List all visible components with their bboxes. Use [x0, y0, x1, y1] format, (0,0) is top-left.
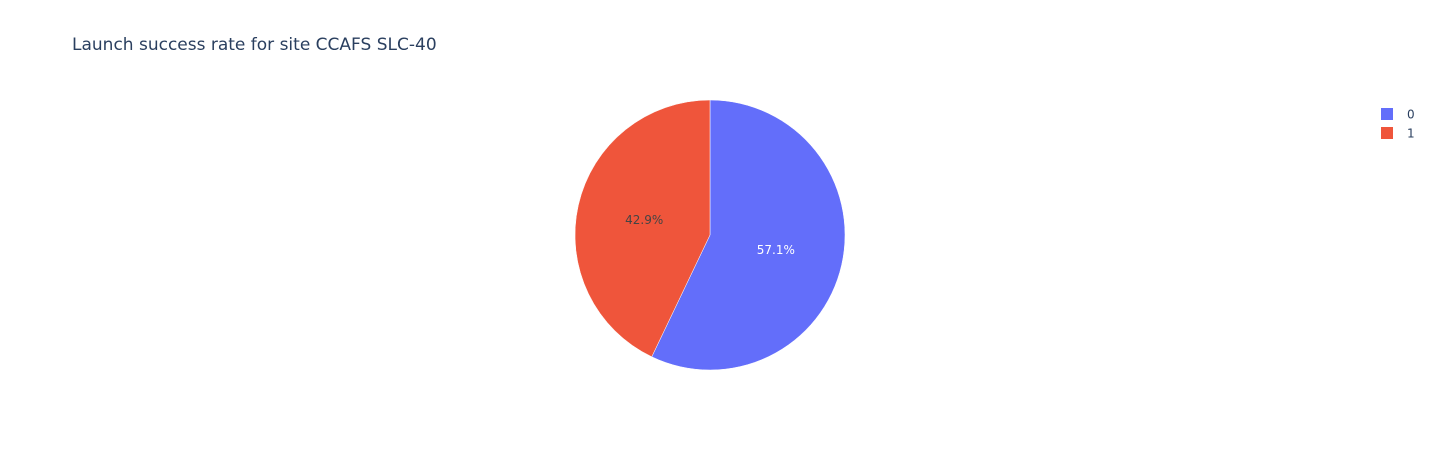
slice-label-1: 42.9% [625, 213, 663, 227]
legend-swatch-1[interactable] [1381, 127, 1393, 139]
legend[interactable]: 01 [1381, 108, 1415, 141]
pie-slice-labels: 57.1% 42.9% [625, 213, 795, 257]
legend-item-0[interactable]: 0 [1381, 108, 1415, 122]
pie-slice-0[interactable] [651, 99, 846, 371]
legend-item-1[interactable]: 1 [1381, 127, 1415, 141]
chart-title: Launch success rate for site CCAFS SLC-4… [72, 35, 437, 55]
legend-label-1[interactable]: 1 [1407, 127, 1415, 141]
legend-swatch-0[interactable] [1381, 108, 1393, 120]
slice-label-0: 57.1% [757, 243, 795, 257]
pie-slice-1[interactable] [574, 99, 711, 358]
legend-label-0[interactable]: 0 [1407, 108, 1415, 122]
pie-slices [574, 99, 846, 371]
